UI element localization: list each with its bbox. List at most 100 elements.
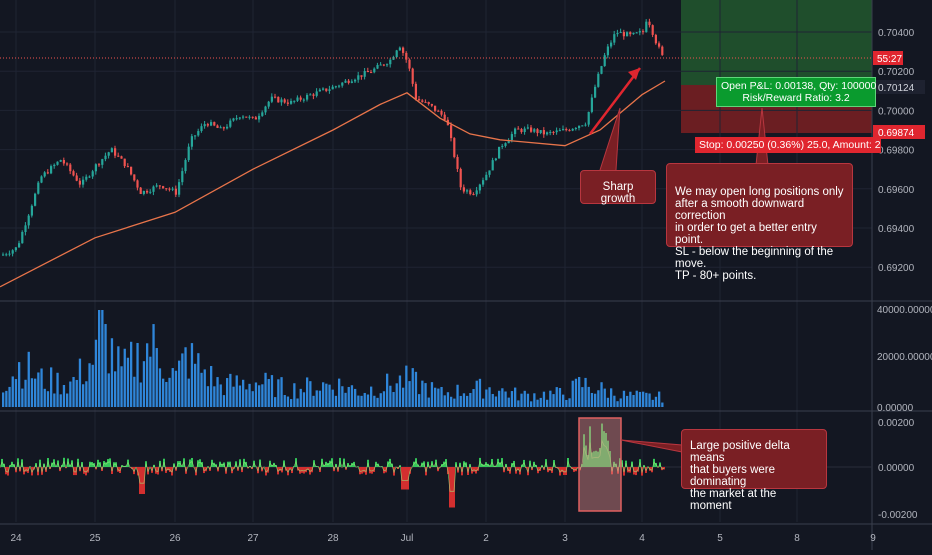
volume-bar	[459, 395, 462, 407]
volume-bar	[456, 384, 459, 407]
candle-body	[126, 166, 129, 168]
candle-body	[498, 146, 501, 159]
volume-bar	[101, 310, 104, 407]
candle-body	[235, 118, 238, 120]
volume-bar	[8, 386, 11, 407]
candle-body	[632, 32, 635, 35]
volume-bar	[40, 368, 43, 407]
volume-bar	[427, 397, 430, 407]
price-tick-label: 0.69200	[878, 263, 915, 274]
volume-bar	[219, 384, 222, 407]
time-tick-label: 26	[169, 533, 181, 544]
candle-body	[302, 99, 305, 101]
candle-body	[309, 94, 312, 96]
candle-body	[552, 131, 555, 133]
candle-body	[434, 105, 437, 111]
candle-body	[629, 32, 632, 35]
profit-zone	[681, 0, 872, 85]
volume-bar	[571, 380, 574, 407]
volume-bar	[69, 381, 72, 407]
volume-tick-label: 0.00000	[877, 403, 914, 414]
volume-bar	[251, 391, 254, 407]
volume-bar	[66, 393, 69, 407]
candle-body	[78, 180, 81, 185]
volume-bar	[152, 324, 155, 407]
candle-body	[437, 110, 440, 112]
candle-body	[610, 42, 613, 47]
sharp-growth-note[interactable]: Sharp growth	[580, 170, 656, 205]
candle-body	[283, 99, 286, 103]
candle-body	[306, 94, 309, 100]
volume-bar	[376, 397, 379, 407]
stop-tag: Stop: 0.00250 (0.36%) 25.0, Amount: 250	[695, 137, 881, 153]
delta-tick-label: -0.00200	[878, 510, 918, 521]
growth-arrow	[589, 67, 641, 135]
candle-body	[248, 116, 251, 118]
volume-bar	[379, 393, 382, 407]
volume-bar	[43, 388, 46, 407]
candle-body	[558, 130, 561, 132]
volume-bar	[34, 378, 37, 407]
delta-tick-label: 0.00000	[878, 463, 915, 474]
candle-body	[622, 32, 625, 37]
risk-reward-line: Risk/Reward Ratio: 3.2	[742, 92, 850, 104]
candle-body	[370, 72, 373, 74]
volume-bar	[200, 372, 203, 407]
candle-body	[661, 46, 664, 55]
price-tick-label: 0.70200	[878, 67, 915, 78]
strategy-line: in order to get a better entry point.	[675, 222, 817, 246]
candle-body	[642, 31, 645, 33]
time-tick-label: 27	[247, 533, 259, 544]
candle-body	[258, 115, 261, 120]
volume-bar	[123, 348, 126, 407]
candle-body	[66, 163, 69, 165]
volume-bar	[600, 382, 603, 407]
volume-bar	[514, 387, 517, 407]
stop-line: Stop: 0.00250 (0.36%) 25.0, Amount: 250	[699, 139, 881, 151]
volume-bar	[363, 392, 366, 407]
volume-bar	[338, 378, 341, 407]
strategy-note[interactable]: We may open long positions only after a …	[666, 163, 853, 282]
volume-bar	[494, 396, 498, 407]
callout-pointer	[599, 107, 621, 171]
volume-bar	[558, 388, 562, 407]
candle-body	[146, 190, 149, 193]
volume-bar	[264, 372, 267, 407]
volume-bar	[539, 397, 542, 407]
volume-bar	[414, 371, 418, 407]
volume-bar	[149, 356, 152, 407]
candle-body	[331, 86, 334, 90]
candle-body	[562, 129, 565, 131]
candle-body	[123, 158, 126, 167]
volume-bar	[174, 370, 178, 407]
volume-bar	[229, 373, 232, 407]
candle-body	[651, 25, 654, 35]
volume-bar	[597, 390, 600, 407]
price-tag-3: 0.69874	[878, 128, 915, 139]
time-tick-label: 2	[483, 533, 489, 544]
candle-body	[482, 180, 485, 185]
candle-body	[456, 156, 459, 169]
delta-note[interactable]: Large positive delta means that buyers w…	[681, 429, 827, 512]
volume-bar	[274, 397, 277, 407]
volume-tick-label: 20000.00000	[877, 352, 932, 363]
candle-body	[34, 193, 37, 206]
candle-body	[270, 96, 273, 102]
candle-body	[523, 128, 526, 133]
candle-body	[581, 125, 584, 127]
volume-bar	[245, 389, 248, 407]
candle-body	[120, 156, 123, 159]
volume-bar	[574, 378, 578, 407]
volume-bar	[443, 395, 446, 407]
volume-bar	[549, 390, 552, 407]
volume-bar	[398, 375, 402, 407]
volume-bar	[210, 366, 213, 407]
volume-bar	[88, 363, 91, 407]
volume-bar	[30, 378, 34, 407]
volume-bar	[661, 402, 664, 407]
candle-body	[53, 164, 56, 167]
volume-bar	[638, 391, 642, 407]
candle-body	[578, 125, 581, 128]
volume-bar	[162, 378, 165, 407]
candle-body	[75, 175, 78, 181]
